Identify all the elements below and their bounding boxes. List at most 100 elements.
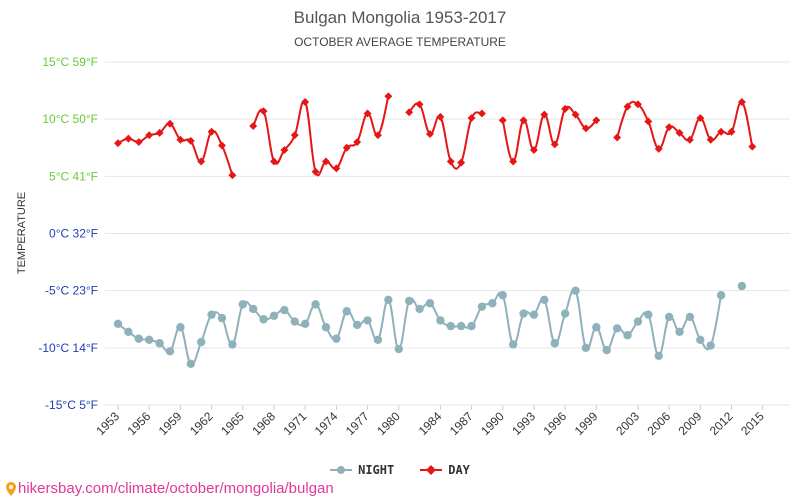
x-tick-label: 2009: [676, 409, 705, 438]
day-data-point: [311, 167, 320, 176]
x-tick-label: 1996: [540, 409, 569, 438]
chart-subtitle: OCTOBER AVERAGE TEMPERATURE: [294, 35, 506, 49]
night-data-point: [186, 359, 195, 369]
day-data-point: [332, 164, 341, 173]
y-tick-label: 5°C 41°F: [49, 169, 98, 183]
x-tick-label: 1987: [447, 409, 476, 438]
temperature-chart: 15°C 59°F 10°C 50°F 5°C 41°F 0°C 32°F -5°C 2…: [38, 55, 790, 438]
day-data-point: [207, 127, 216, 136]
x-tick-label: 1965: [218, 409, 247, 438]
night-data-point: [134, 334, 143, 343]
night-data-point: [280, 305, 289, 315]
night-data-point: [581, 343, 591, 353]
night-data-point: [384, 295, 393, 305]
night-data-point: [477, 302, 487, 311]
day-data-point: [529, 146, 538, 154]
night-data-point: [550, 339, 559, 348]
day-data-point: [550, 140, 559, 149]
x-tick-label: 1980: [374, 409, 403, 438]
night-data-point: [425, 299, 435, 308]
day-data-point: [322, 157, 330, 166]
legend-label-day: DAY: [448, 463, 470, 477]
night-data-point: [498, 291, 507, 300]
y-tick-label: -10°C 14°F: [38, 341, 98, 355]
night-data-point: [155, 339, 164, 348]
day-data-point: [425, 130, 434, 138]
night-data-point: [373, 335, 383, 345]
night-data-point: [259, 315, 268, 324]
night-data-point: [716, 291, 726, 300]
legend-item-day[interactable]: DAY: [420, 463, 470, 477]
x-tick-label: 1971: [281, 409, 310, 438]
night-data-point: [394, 344, 403, 354]
x-tick-label: 2015: [738, 409, 767, 438]
day-data-point: [415, 100, 424, 109]
night-data-point: [706, 341, 715, 350]
night-data-point: [446, 321, 455, 331]
legend-item-night[interactable]: NIGHT: [330, 463, 394, 477]
day-data-point: [477, 109, 486, 118]
legend-label-night: NIGHT: [358, 463, 395, 477]
x-tick-label: 1993: [509, 409, 538, 438]
night-data-point: [144, 335, 154, 345]
source-link[interactable]: hikersbay.com/climate/october/mongolia/b…: [6, 480, 334, 497]
day-data-point: [717, 127, 726, 136]
day-data-point: [166, 119, 174, 128]
location-pin-icon: [6, 481, 16, 496]
night-data-point: [633, 317, 643, 326]
day-series-line: [616, 100, 754, 150]
x-tick-label: 1999: [572, 409, 601, 438]
y-tick-label: -5°C 23°F: [45, 284, 98, 298]
night-data-point: [238, 300, 247, 309]
night-series-line: [117, 288, 723, 366]
x-tick-label: 1968: [249, 409, 278, 438]
night-data-point: [404, 296, 414, 306]
x-tick-label: 1977: [343, 409, 372, 438]
chart-legend: NIGHT DAY: [0, 463, 800, 477]
night-data-point: [124, 327, 133, 337]
night-data-point: [217, 313, 227, 323]
night-data-point: [685, 312, 695, 322]
night-data-point: [269, 311, 279, 321]
night-data-point: [342, 307, 351, 316]
day-series-line: [501, 105, 598, 163]
x-tick-label: 1962: [187, 409, 216, 438]
day-data-point: [218, 141, 226, 150]
x-tick-label: 2012: [707, 409, 736, 438]
day-data-point: [748, 142, 757, 151]
night-data-point: [508, 340, 518, 349]
night-data-point: [592, 323, 601, 332]
day-data-point: [280, 146, 289, 154]
y-tick-label: 15°C 59°F: [42, 55, 98, 69]
day-data-point: [457, 158, 466, 167]
night-data-point: [612, 324, 622, 333]
night-data-point: [602, 345, 611, 355]
night-data-point: [321, 323, 331, 332]
day-data-point: [290, 131, 299, 140]
day-data-point: [134, 138, 143, 146]
day-data-point: [509, 157, 518, 166]
x-tick-label: 2006: [644, 409, 673, 438]
day-data-point: [176, 135, 185, 144]
source-url: hikersbay.com/climate/october/mongolia/b…: [18, 480, 334, 497]
day-data-point: [374, 131, 382, 140]
day-data-point: [197, 157, 206, 166]
night-data-point: [519, 309, 528, 318]
night-data-point: [644, 310, 653, 319]
day-data-point: [353, 138, 362, 146]
night-data-point: [664, 312, 674, 322]
day-data-point: [186, 136, 195, 145]
night-data-point: [529, 310, 539, 319]
night-data-point: [654, 351, 663, 361]
day-data-point: [727, 127, 736, 136]
night-data-point: [176, 323, 185, 332]
night-data-point: [623, 331, 632, 340]
night-data-point: [165, 347, 175, 356]
night-data-point: [228, 340, 237, 349]
night-data-point: [207, 310, 216, 319]
y-tick-label: -15°C 5°F: [45, 398, 98, 412]
night-data-point: [332, 334, 341, 343]
x-tick-label: 1990: [478, 409, 507, 438]
day-data-point: [145, 131, 154, 140]
x-tick-label: 1956: [125, 409, 154, 438]
